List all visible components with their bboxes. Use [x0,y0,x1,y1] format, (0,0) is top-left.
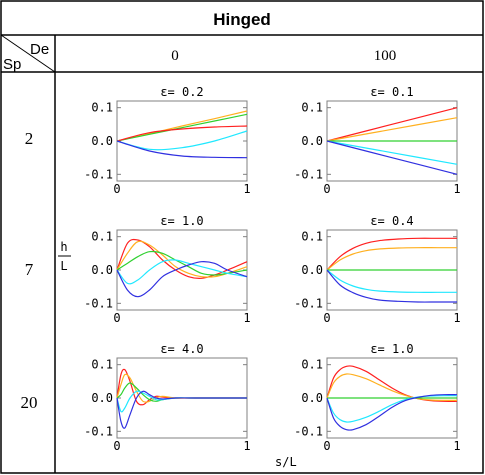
plot-panels: ε= 0.20.10.0-0.10 1ε= 0.10.10.0-0.10 1ε= 1… [84,85,461,453]
x-tick-label: 1 [243,439,250,453]
x-tick-label: 1 [453,182,460,196]
plot-title: ε= 1.0 [370,342,413,356]
y-tick-label: 0.1 [91,358,113,372]
series-line-cyan [326,140,458,165]
y-tick-label: 0.0 [91,263,113,277]
corner-label-sp: Sp [3,56,21,73]
plot-panel: ε= 0.4 0.1 0.0 -0.10 1 [294,214,461,325]
x-tick-label: 1 [243,311,250,325]
y-tick-label: 0.0 [301,263,323,277]
y-tick-label: 0.0 [91,391,113,405]
row-header: 2 [25,129,34,148]
plot-panel: ε= 1.0 0.1 0.0 -0.10 1 [84,214,251,325]
series-line-green [116,113,248,142]
plot-title: ε= 0.2 [160,85,203,99]
y-tick-label: 0.0 [91,134,113,148]
plot-frame [116,100,248,182]
y-axis-label-denominator: L [60,259,67,273]
plot-panel: ε= 4.0 0.1 0.0 -0.10 1 [84,342,251,453]
series-line-cyan [326,395,458,423]
y-axis-label-numerator: h [60,240,67,254]
y-tick-label: 0.1 [301,101,323,115]
series-line-blue [116,390,247,429]
column-header: 100 [374,48,397,64]
y-tick-label: -0.1 [84,167,113,181]
y-tick-label: 0.0 [301,391,323,405]
table-title: Hinged [213,10,271,29]
series-line-orange [116,240,248,278]
row-header: 20 [21,393,38,412]
plot-panel: ε= 1.0 0.1 0.0 -0.10 1 [294,342,461,453]
series-line-orange [326,117,458,142]
x-tick-label: 0 [323,439,330,453]
y-tick-label: -0.1 [84,296,113,310]
series-line-blue [326,394,458,431]
plot-title: ε= 0.4 [370,214,413,228]
y-tick-label: -0.1 [294,167,323,181]
column-header: 0 [171,48,179,64]
plot-title: ε= 0.1 [370,85,413,99]
x-tick-label: 1 [453,311,460,325]
x-tick-label: 1 [243,182,250,196]
plot-title: ε= 1.0 [160,214,203,228]
corner-label-de: De [30,41,49,58]
series-line-blue [326,140,458,175]
series-line-red [116,125,248,142]
x-tick-label: 0 [113,439,120,453]
y-tick-label: 0.0 [301,134,323,148]
y-tick-label: 0.1 [91,101,113,115]
series-line-red [326,107,458,142]
series-line-blue [116,140,248,159]
x-tick-label: 0 [113,311,120,325]
series-line-red [326,237,457,271]
x-axis-label: s/L [275,455,297,469]
plot-panel: ε= 0.2 0.1 0.0 -0.10 1 [84,85,251,196]
series-line-green [116,250,248,276]
x-tick-label: 1 [453,439,460,453]
series-line-red [116,238,248,279]
y-tick-label: -0.1 [294,296,323,310]
y-tick-label: 0.1 [301,358,323,372]
row-header: 7 [25,260,34,279]
plot-title: ε= 4.0 [160,342,203,356]
series-line-blue [116,261,248,298]
series-line-red [116,368,247,406]
x-tick-label: 0 [323,311,330,325]
y-tick-label: -0.1 [294,424,323,438]
x-tick-label: 0 [323,182,330,196]
x-tick-label: 0 [113,182,120,196]
y-tick-label: -0.1 [84,424,113,438]
corner-diagonal [0,34,56,73]
series-line-cyan [116,259,248,285]
series-line-cyan [116,130,248,151]
series-line-orange [326,247,457,271]
series-line-blue [326,269,457,303]
plot-panel: ε= 0.1 0.1 0.0 -0.10 1 [294,85,461,196]
series-line-cyan [326,269,457,293]
y-tick-label: 0.1 [91,230,113,244]
y-axis-label: h L [58,240,71,273]
series-line-red [326,365,458,402]
series-line-orange [326,373,458,401]
y-tick-label: 0.1 [301,230,323,244]
